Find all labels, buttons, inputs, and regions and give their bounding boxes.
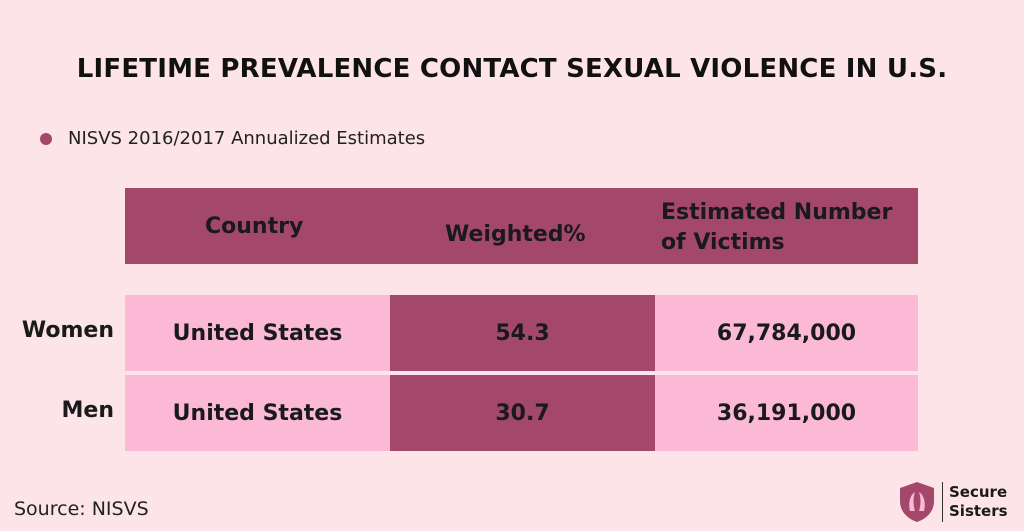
header-estimated-line2: of Victims — [661, 230, 785, 255]
legend: NISVS 2016/2017 Annualized Estimates — [40, 128, 425, 149]
brand-logo: Secure Sisters — [898, 481, 1008, 523]
table-header: Country Weighted% Estimated Number of Vi… — [125, 188, 918, 264]
brand-name: Secure Sisters — [949, 483, 1008, 521]
row-label-women: Women — [21, 318, 114, 343]
cell-country: United States — [125, 375, 390, 451]
row-label-men: Men — [61, 398, 114, 423]
source-note: Source: NISVS — [14, 498, 149, 520]
header-weighted: Weighted% — [445, 222, 586, 247]
cell-weighted: 30.7 — [390, 375, 655, 451]
brand-name-line1: Secure — [949, 483, 1008, 501]
header-country: Country — [205, 214, 304, 239]
chart-title: LIFETIME PREVALENCE CONTACT SEXUAL VIOLE… — [76, 54, 948, 84]
shield-logo-icon — [900, 482, 934, 522]
table-row: United States 54.3 67,784,000 — [125, 295, 918, 371]
brand-divider — [942, 482, 943, 522]
cell-weighted: 54.3 — [390, 295, 655, 371]
legend-marker — [40, 132, 52, 145]
table-row: United States 30.7 36,191,000 — [125, 375, 918, 451]
brand-name-line2: Sisters — [949, 502, 1008, 520]
legend-label: NISVS 2016/2017 Annualized Estimates — [68, 128, 426, 149]
header-estimated: Estimated Number of Victims — [661, 198, 892, 258]
header-estimated-line1: Estimated Number — [661, 200, 893, 225]
cell-estimated: 67,784,000 — [655, 295, 918, 371]
cell-country: United States — [125, 295, 390, 371]
cell-estimated: 36,191,000 — [655, 375, 918, 451]
